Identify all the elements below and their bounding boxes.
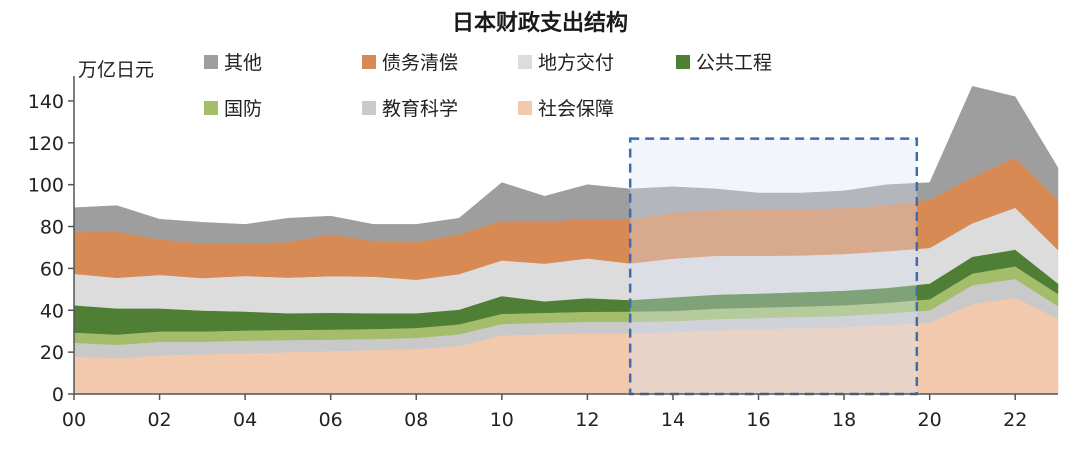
legend-label-其他: 其他 <box>224 52 262 74</box>
area-series-group <box>73 86 1059 395</box>
legend-label-地方交付: 地方交付 <box>538 52 614 74</box>
y-tick-label: 20 <box>40 342 64 364</box>
x-tick-label: 04 <box>233 409 257 431</box>
x-tick-label: 14 <box>661 409 685 431</box>
y-axis-unit-label: 万亿日元 <box>78 59 154 81</box>
y-tick-label: 120 <box>28 133 64 155</box>
legend-label-社会保障: 社会保障 <box>538 98 614 120</box>
axes: 0 20 40 60 80 100 120 140 00 02 04 06 08 10 12 14 16 18 20… <box>28 76 1058 431</box>
legend-swatch-其他 <box>204 55 218 69</box>
x-tick-label: 18 <box>832 409 856 431</box>
legend-label-公共工程: 公共工程 <box>696 52 772 74</box>
legend-swatch-社会保障 <box>518 101 532 115</box>
x-tick-label: 02 <box>147 409 171 431</box>
legend-swatch-国防 <box>204 101 218 115</box>
x-tick-label: 00 <box>62 409 86 431</box>
highlight-dashed-box <box>628 137 919 396</box>
x-tick-label: 12 <box>575 409 599 431</box>
y-tick-label: 100 <box>28 175 64 197</box>
y-tick-label: 80 <box>40 217 64 239</box>
legend-swatch-公共工程 <box>676 55 690 69</box>
highlight-region <box>628 137 919 396</box>
legend-label-教育科学: 教育科学 <box>382 98 458 120</box>
legend-swatch-教育科学 <box>362 101 376 115</box>
legend-swatch-债务清偿 <box>362 55 376 69</box>
y-tick-label: 140 <box>28 91 64 113</box>
legend-label-国防: 国防 <box>224 98 262 120</box>
area-其他 <box>73 86 1059 244</box>
x-tick-label: 08 <box>404 409 428 431</box>
chart-title: 日本财政支出结构 <box>452 10 628 36</box>
legend-swatch-地方交付 <box>518 55 532 69</box>
x-tick-label: 06 <box>319 409 343 431</box>
y-tick-label: 60 <box>40 258 64 280</box>
x-tick-label: 20 <box>918 409 942 431</box>
x-tick-label: 10 <box>490 409 514 431</box>
legend-label-债务清偿: 债务清偿 <box>382 52 458 74</box>
x-tick-label: 16 <box>746 409 770 431</box>
x-tick-label: 22 <box>1003 409 1027 431</box>
y-tick-label: 40 <box>40 300 64 322</box>
y-tick-label: 0 <box>52 384 64 406</box>
